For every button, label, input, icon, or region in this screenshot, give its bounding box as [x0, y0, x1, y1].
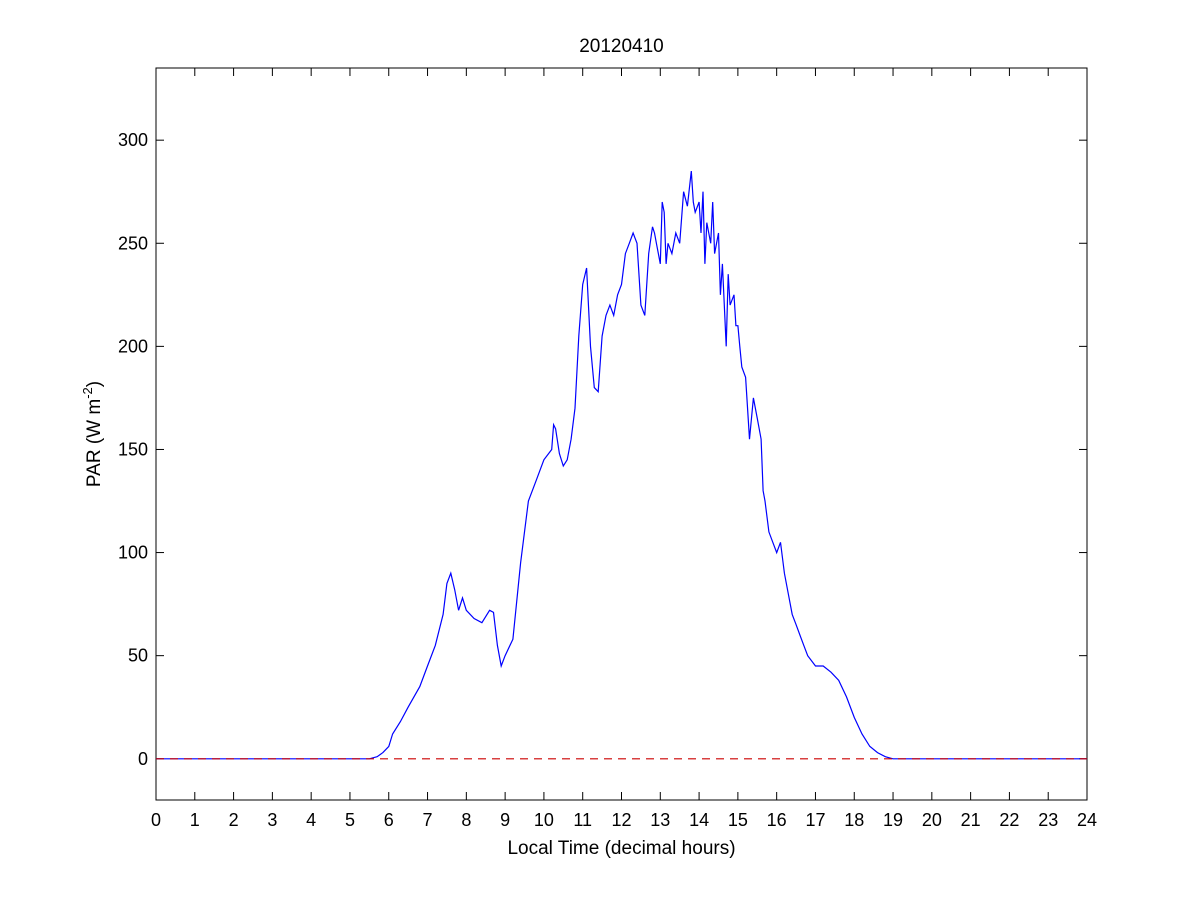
x-tick-label: 3 [267, 810, 277, 830]
y-tick-label: 50 [128, 646, 148, 666]
x-tick-label: 10 [534, 810, 554, 830]
x-tick-label: 4 [306, 810, 316, 830]
chart-title: 20120410 [579, 36, 664, 57]
x-tick-label: 24 [1077, 810, 1097, 830]
x-axis: 0 1 2 3 4 5 6 7 8 9 10 11 12 13 14 15 16 17 18 19 20 21 22 23 24 [151, 68, 1097, 830]
x-tick-label: 22 [999, 810, 1019, 830]
x-tick-label: 19 [883, 810, 903, 830]
x-axis-title: Local Time (decimal hours) [507, 838, 735, 859]
x-tick-label: 20 [922, 810, 942, 830]
x-tick-label: 7 [423, 810, 433, 830]
y-axis: 0 50 100 150 200 250 300 [118, 130, 1087, 769]
x-tick-label: 14 [689, 810, 709, 830]
x-tick-label: 16 [767, 810, 787, 830]
y-tick-label: 250 [118, 233, 148, 253]
x-tick-label: 13 [650, 810, 670, 830]
x-tick-label: 18 [844, 810, 864, 830]
y-axis-title: PAR (W m-2) [80, 381, 105, 487]
x-tick-label: 17 [805, 810, 825, 830]
y-tick-label: 100 [118, 543, 148, 563]
x-tick-label: 0 [151, 810, 161, 830]
y-axis-title-tail: ) [84, 381, 105, 387]
y-tick-label: 150 [118, 439, 148, 459]
plot-frame [155, 67, 1088, 801]
x-tick-label: 2 [229, 810, 239, 830]
series-layer [156, 171, 1087, 760]
x-tick-label: 8 [461, 810, 471, 830]
x-tick-label: 23 [1038, 810, 1058, 830]
x-tick-label: 15 [728, 810, 748, 830]
par-series-line [156, 171, 1087, 760]
x-tick-label: 9 [500, 810, 510, 830]
x-tick-label: 21 [961, 810, 981, 830]
x-tick-label: 1 [190, 810, 200, 830]
x-tick-label: 11 [573, 810, 592, 830]
y-tick-label: 200 [118, 336, 148, 356]
y-axis-title-superscript: -2 [80, 387, 95, 399]
y-tick-label: 300 [118, 130, 148, 150]
x-tick-label: 12 [611, 810, 631, 830]
x-tick-label: 6 [384, 810, 394, 830]
y-axis-title-base: PAR (W m [84, 399, 105, 487]
x-tick-label: 5 [345, 810, 355, 830]
y-tick-label: 0 [138, 749, 148, 769]
